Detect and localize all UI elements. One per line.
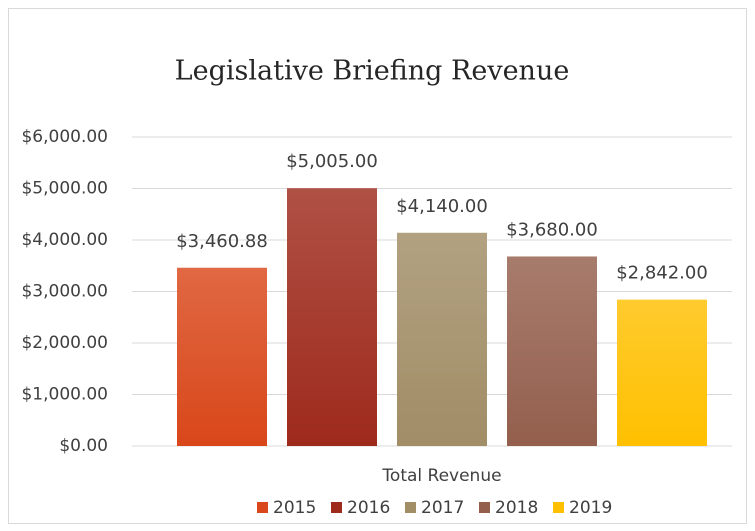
legend-swatch — [479, 502, 490, 513]
x-tick-label: Total Revenue — [381, 466, 501, 486]
legend-label: 2018 — [495, 498, 538, 518]
bar-shine — [287, 188, 377, 446]
legend-swatch — [331, 502, 342, 513]
y-tick-label: $3,000.00 — [21, 282, 108, 302]
bar-shine — [177, 267, 267, 446]
bar-shine — [507, 256, 597, 446]
legend-swatch — [257, 502, 268, 513]
legend-swatch — [553, 502, 564, 513]
legend-label: 2016 — [347, 498, 390, 518]
data-label: $5,005.00 — [286, 151, 378, 172]
y-tick-label: $5,000.00 — [21, 179, 108, 199]
data-label: $3,460.88 — [176, 231, 268, 252]
legend-label: 2015 — [273, 498, 316, 518]
data-label: $4,140.00 — [396, 196, 488, 217]
y-tick-label: $4,000.00 — [21, 230, 108, 250]
y-tick-label: $6,000.00 — [21, 127, 108, 147]
data-label: $2,842.00 — [616, 263, 708, 284]
y-tick-label: $0.00 — [59, 436, 108, 456]
y-tick-label: $2,000.00 — [21, 333, 108, 353]
chart-title: Legislative Briefing Revenue — [175, 56, 570, 87]
bar-shine — [617, 299, 707, 446]
data-label: $3,680.00 — [506, 219, 598, 240]
bar-shine — [397, 232, 487, 446]
legend-label: 2017 — [421, 498, 464, 518]
legend-label: 2019 — [569, 498, 612, 518]
legend-swatch — [405, 502, 416, 513]
y-tick-label: $1,000.00 — [21, 385, 108, 405]
